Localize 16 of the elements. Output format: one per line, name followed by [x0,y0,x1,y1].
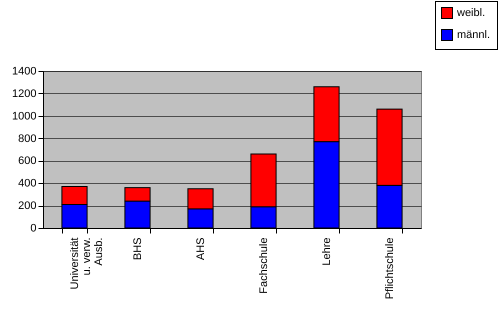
y-tick-label: 0 [30,222,36,234]
legend-label: weibl. [456,7,486,19]
legend-label: männl. [457,29,490,41]
y-tick-label: 200 [18,200,36,212]
x-tick-label: AHS [195,238,207,260]
y-tick-label: 1000 [12,110,36,122]
y-tick-label: 800 [18,132,36,145]
x-tick-label: Lehre [321,238,333,266]
y-tick-label: 400 [18,178,36,190]
y-tick-label: 1200 [12,88,36,100]
y-tick-label: 1400 [12,66,36,78]
x-tick-label: BHS [132,238,144,260]
x-tick-label: Pflichtschule [384,238,396,300]
x-tick-label: Universität u. verw. Ausb. [69,238,105,290]
y-tick-label: 600 [18,155,36,168]
x-tick-label: Fachschule [258,238,270,294]
